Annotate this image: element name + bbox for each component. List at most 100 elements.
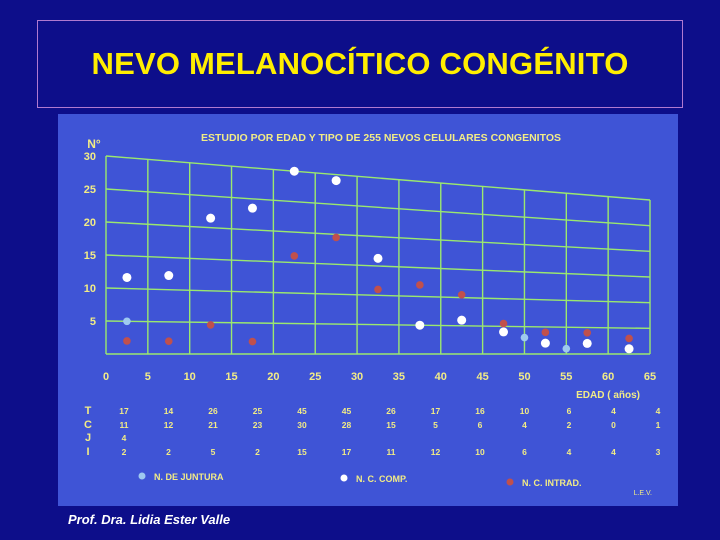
legend-marker-3	[506, 478, 514, 486]
table-cell: 17	[119, 406, 129, 416]
table-cell: 21	[208, 420, 218, 430]
chart-title: ESTUDIO POR EDAD Y TIPO DE 255 NEVOS CEL…	[201, 132, 561, 144]
grid-line-h	[105, 320, 651, 330]
y-tick-label: 20	[84, 217, 96, 229]
data-point-3	[583, 328, 592, 337]
data-point-1	[562, 344, 571, 353]
table-cell: 14	[164, 406, 174, 416]
grid-line-h	[105, 155, 651, 201]
x-tick-label: 60	[602, 371, 614, 383]
data-points	[122, 166, 634, 354]
table-cell: 23	[253, 420, 263, 430]
chart-photo: ESTUDIO POR EDAD Y TIPO DE 255 NEVOS CEL…	[58, 114, 678, 506]
data-point-2	[540, 338, 550, 348]
y-tick-label: 15	[84, 250, 96, 262]
table-cell: 17	[342, 447, 352, 457]
data-point-3	[332, 233, 340, 242]
x-tick-label: 15	[225, 371, 237, 383]
table-cell: 28	[342, 420, 352, 430]
table-cell: 2	[122, 447, 127, 457]
table-cell: 2	[567, 420, 572, 430]
table-cell: 26	[386, 406, 396, 416]
table-cell: 4	[567, 447, 572, 457]
table-row-label: J	[85, 432, 91, 444]
table-cell: 4	[611, 406, 616, 416]
table-cell: 4	[522, 420, 527, 430]
table-cell: 5	[211, 447, 216, 457]
data-point-2	[206, 213, 216, 223]
data-point-3	[416, 281, 424, 289]
x-tick-label: 30	[351, 371, 363, 383]
table-cell: 2	[255, 447, 260, 457]
table-cell: 45	[297, 406, 307, 416]
table-cell: 15	[386, 420, 396, 430]
table-cell: 26	[208, 406, 218, 416]
data-point-2	[582, 338, 592, 348]
data-point-2	[247, 203, 257, 213]
table-cell: 5	[433, 420, 438, 430]
data-point-2	[624, 344, 634, 354]
y-tick-label: 30	[84, 151, 96, 163]
table-cell: 6	[478, 420, 483, 430]
x-tick-label: 50	[518, 371, 530, 383]
table-cell: 16	[475, 406, 485, 416]
x-tick-label: 5	[145, 371, 151, 383]
table-cell: 10	[520, 406, 530, 416]
table-cell: 3	[656, 447, 661, 457]
table-cell: 4	[611, 447, 616, 457]
table-cell: 11	[120, 420, 129, 430]
y-tick-label: 10	[84, 283, 96, 295]
legend-marker-1	[138, 472, 146, 480]
table-cell: 30	[297, 420, 307, 430]
table-cell: 6	[567, 406, 572, 416]
table-cell: 4	[656, 406, 661, 416]
x-tick-label: 65	[644, 371, 656, 383]
table-cell: 12	[431, 447, 441, 457]
y-axis-label: N°	[87, 137, 101, 151]
data-point-3	[123, 337, 131, 345]
table-cell: 12	[164, 420, 174, 430]
data-point-2	[164, 271, 174, 281]
slide-title: NEVO MELANOCÍTICO CONGÉNITO	[91, 46, 629, 81]
data-point-1	[123, 317, 131, 326]
x-tick-label: 35	[393, 371, 405, 383]
table-row-label: C	[84, 419, 92, 431]
x-tick-label: 10	[184, 371, 196, 383]
legend: N. DE JUNTURA N. C. COMP. N. C. INTRAD.	[138, 472, 582, 488]
data-point-2	[289, 166, 299, 176]
data-point-3	[290, 252, 299, 260]
table-cell: 11	[387, 447, 396, 457]
data-point-2	[373, 253, 383, 263]
table-cell: 2	[166, 447, 171, 457]
footer-credit: Prof. Dra. Lidia Ester Valle	[68, 512, 231, 527]
legend-label-1: N. DE JUNTURA	[154, 472, 224, 482]
table-cell: 1	[656, 420, 661, 430]
data-point-2	[331, 176, 341, 186]
data-point-3	[541, 328, 550, 337]
x-tick-label: 20	[267, 371, 279, 383]
x-tick-label: 55	[560, 371, 572, 383]
photo-mark: L.E.V.	[634, 490, 652, 497]
table-cell: 15	[297, 447, 307, 457]
data-point-1	[520, 333, 529, 342]
data-point-2	[122, 272, 132, 282]
table-row-label: I	[86, 446, 89, 458]
table-cell: 0	[611, 420, 616, 430]
data-point-3	[499, 319, 508, 328]
data-point-3	[374, 285, 382, 294]
table-cell: 25	[253, 406, 263, 416]
x-tick-label: 25	[309, 371, 321, 383]
grid-line-h	[105, 221, 651, 253]
table-cell: 10	[475, 447, 485, 457]
data-point-3	[248, 337, 257, 346]
legend-marker-2	[340, 474, 348, 482]
table-cell: 6	[522, 447, 527, 457]
data-point-3	[457, 290, 466, 299]
data-point-3	[206, 321, 215, 329]
data-point-2	[415, 320, 425, 330]
grid	[105, 155, 651, 355]
y-tick-label: 5	[90, 316, 96, 328]
table-cell: 4	[122, 433, 127, 443]
y-tick-label: 25	[84, 184, 96, 196]
